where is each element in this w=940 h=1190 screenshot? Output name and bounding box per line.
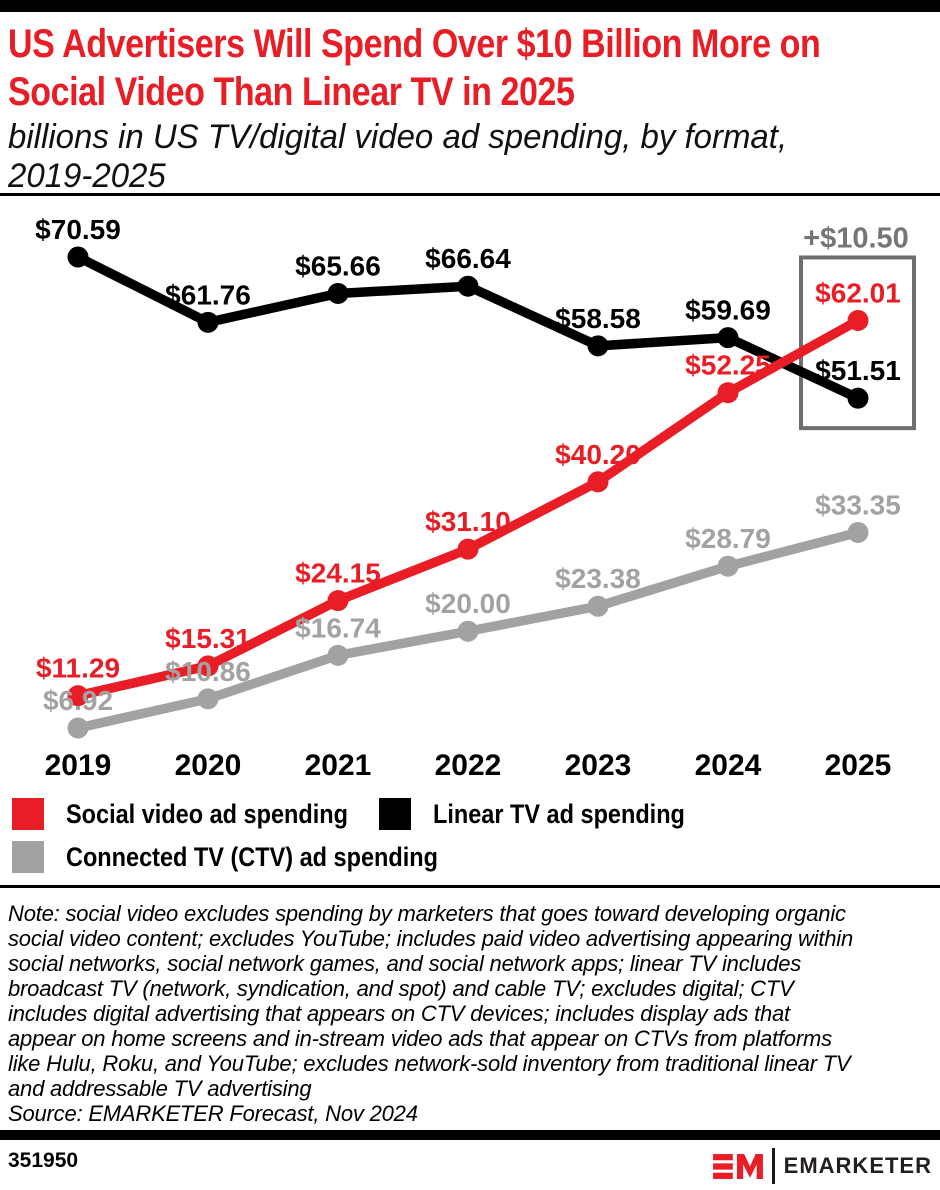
value-label-connected-tv-ctv-ad-spending-2020: $10.86 [165,656,251,687]
brand-name: EMARKETER [783,1153,932,1178]
point-linear-tv-ad-spending-2023 [587,335,609,357]
point-connected-tv-ctv-ad-spending-2019 [67,717,89,739]
legend-label-ctv: Connected TV (CTV) ad spending [66,841,438,872]
point-connected-tv-ctv-ad-spending-2021 [327,644,349,666]
value-label-linear-tv-ad-spending-2019: $70.59 [35,214,121,245]
value-label-linear-tv-ad-spending-2024: $59.69 [685,295,771,326]
subtitle-line-2: 2019-2025 [8,157,166,195]
note-line: like Hulu, Roku, and YouTube; excludes n… [8,1051,851,1076]
point-linear-tv-ad-spending-2024 [717,327,739,349]
title-line-2: Social Video Than Linear TV in 2025 [8,70,575,114]
highlight-box-2025 [799,255,916,431]
note-line: social networks, social network games, a… [8,951,802,976]
note-line: includes digital advertising that appear… [8,1001,790,1026]
point-social-video-ad-spending-2023 [587,471,609,493]
note-line: Note: social video excludes spending by … [8,901,846,926]
point-linear-tv-ad-spending-2025 [847,387,869,409]
gap-annotation: +$10.50 [803,222,909,254]
point-social-video-ad-spending-2024 [717,382,739,404]
point-connected-tv-ctv-ad-spending-2020 [197,688,219,710]
point-linear-tv-ad-spending-2021 [327,282,349,304]
x-axis-label-2025: 2025 [825,749,892,782]
x-axis-label-2022: 2022 [435,749,502,782]
note-line: and addressable TV advertising [8,1076,312,1101]
chart-id-number: 351950 [8,1149,79,1172]
value-label-connected-tv-ctv-ad-spending-2024: $28.79 [685,523,771,554]
value-label-social-video-ad-spending-2025: $62.01 [815,277,901,308]
x-axis-label-2020: 2020 [175,749,242,782]
legend-item-social-video: Social video ad spending [12,798,390,830]
em-logo-icon [712,1153,763,1179]
note-line: social video content; excludes YouTube; … [8,926,854,951]
x-axis-label-2021: 2021 [305,749,372,782]
point-connected-tv-ctv-ad-spending-2022 [457,620,479,642]
legend-swatch-ctv [12,841,44,873]
point-social-video-ad-spending-2025 [847,309,869,331]
legend-label-linear-tv: Linear TV ad spending [433,798,685,829]
note-line: appear on home screens and in-stream vid… [8,1026,832,1051]
value-label-linear-tv-ad-spending-2020: $61.76 [165,279,251,310]
value-label-linear-tv-ad-spending-2022: $66.64 [425,243,511,274]
value-label-social-video-ad-spending-2024: $52.25 [685,350,771,381]
point-social-video-ad-spending-2022 [457,538,479,560]
chart-svg: $6.92 $10.86 $16.74 $20.00 $23.38 $28.79 $33.3… [35,214,916,782]
value-label-social-video-ad-spending-2022: $31.10 [425,506,511,537]
x-axis-label-2024: 2024 [695,749,762,782]
page-title: US Advertisers Will Spend Over $10 Billi… [8,20,940,116]
point-social-video-ad-spending-2021 [327,590,349,612]
top-bar [0,0,940,12]
value-label-connected-tv-ctv-ad-spending-2019: $6.92 [43,685,113,716]
point-connected-tv-ctv-ad-spending-2024 [717,555,739,577]
value-label-social-video-ad-spending-2019: $11.29 [36,653,120,684]
point-connected-tv-ctv-ad-spending-2025 [847,521,869,543]
subtitle-line-1: billions in US TV/digital video ad spend… [8,118,788,156]
legend-swatch-social-video [12,798,44,830]
logo-divider [771,1148,775,1184]
legend-label-social-video: Social video ad spending [66,798,348,829]
source-line: Source: EMARKETER Forecast, Nov 2024 [8,1101,418,1126]
footnote: Note: social video excludes spending by … [8,901,853,1126]
value-label-linear-tv-ad-spending-2021: $65.66 [295,250,381,281]
point-connected-tv-ctv-ad-spending-2023 [587,595,609,617]
value-label-connected-tv-ctv-ad-spending-2022: $20.00 [425,588,511,619]
x-axis-label-2019: 2019 [45,749,112,782]
value-label-connected-tv-ctv-ad-spending-2025: $33.35 [815,489,901,520]
legend-divider [0,885,940,888]
value-label-social-video-ad-spending-2021: $24.15 [295,558,381,589]
title-line-1: US Advertisers Will Spend Over $10 Billi… [8,22,821,66]
note-line: broadcast TV (network, syndication, and … [8,976,794,1001]
legend-item-ctv: Connected TV (CTV) ad spending [12,841,494,873]
value-label-linear-tv-ad-spending-2023: $58.58 [555,303,641,334]
point-social-video-ad-spending-2020 [197,655,219,677]
point-linear-tv-ad-spending-2019 [67,246,89,268]
point-linear-tv-ad-spending-2020 [197,311,219,333]
value-label-connected-tv-ctv-ad-spending-2021: $16.74 [295,612,381,643]
value-label-linear-tv-ad-spending-2025: $51.51 [815,355,901,386]
value-label-social-video-ad-spending-2023: $40.20 [555,439,641,470]
value-label-connected-tv-ctv-ad-spending-2023: $23.38 [555,563,641,594]
legend-swatch-linear-tv [379,798,411,830]
header-divider [0,193,940,196]
value-label-social-video-ad-spending-2020: $15.31 [165,623,251,654]
chart-subtitle: billions in US TV/digital video ad spend… [8,118,811,196]
point-social-video-ad-spending-2019 [67,685,89,707]
emarketer-logo: EMARKETER [712,1145,932,1187]
legend-item-linear-tv: Linear TV ad spending [379,798,723,830]
point-linear-tv-ad-spending-2022 [457,275,479,297]
footer-bar [0,1130,940,1140]
x-axis-label-2023: 2023 [565,749,632,782]
